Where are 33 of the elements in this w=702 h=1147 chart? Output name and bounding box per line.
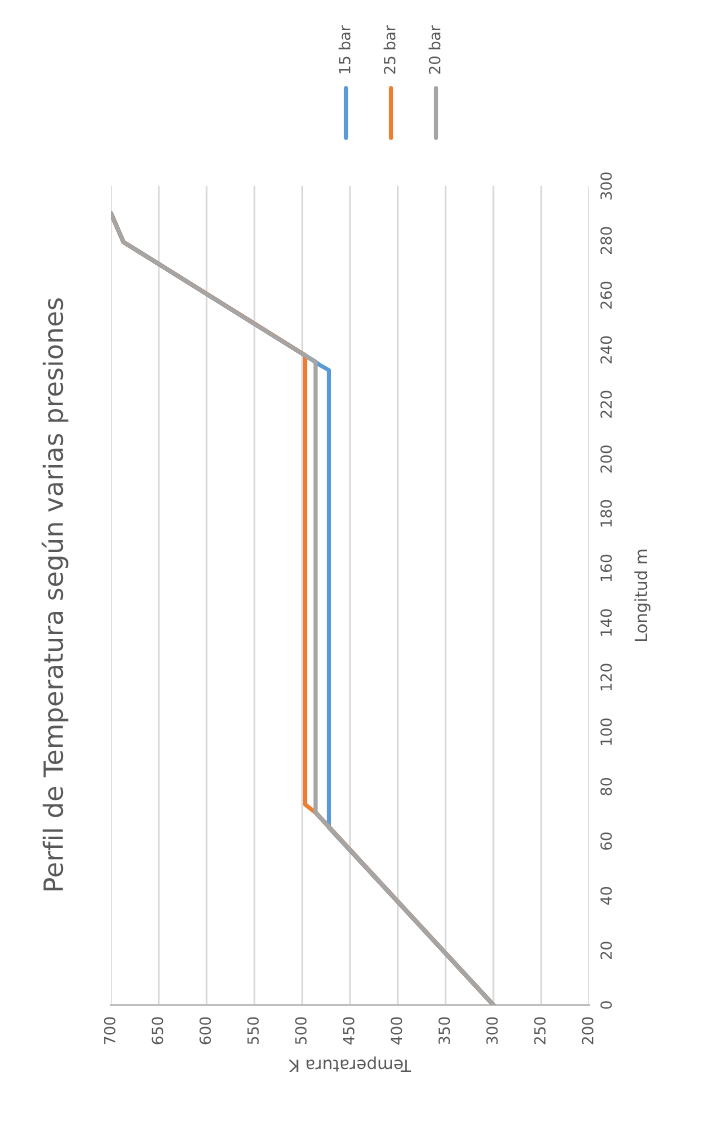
x-axis-title: Temperatura K: [288, 1056, 412, 1072]
text: 20 bar: [428, 25, 441, 74]
y-tick-label: 200: [600, 445, 612, 473]
y-tick-label: 260: [600, 281, 612, 309]
x-tick-label: 200: [581, 1017, 594, 1045]
x-tick-label: 250: [534, 1017, 546, 1045]
x-tick-label: 550: [247, 1017, 259, 1045]
y-tick-label: 140: [600, 609, 612, 636]
text: 25 bar: [383, 25, 396, 74]
x-tick-label: 350: [438, 1017, 451, 1045]
text: 15 bar: [338, 25, 351, 74]
y-tick-label: 80: [600, 777, 612, 796]
y-tick-label: 240: [600, 336, 612, 364]
y-tick-label: 160: [600, 554, 612, 582]
y-tick-label: 100: [600, 718, 612, 745]
y-tick-label: 0: [600, 1001, 612, 1009]
x-tick-label: 500: [295, 1017, 307, 1045]
x-tick-label: 650: [151, 1017, 164, 1045]
x-tick-label: 450: [342, 1017, 355, 1045]
x-tick-label: 700: [103, 1017, 116, 1045]
text: Perfil de Temperatura según varias presiones: [41, 298, 69, 891]
y-tick-label: 20: [600, 941, 612, 959]
y-tick-label: 300: [600, 172, 612, 200]
y-tick-label: 40: [600, 887, 612, 905]
x-tick-label: 600: [199, 1017, 212, 1045]
x-tick-label: 400: [390, 1017, 403, 1045]
x-tick-label: 300: [486, 1017, 498, 1045]
y-tick-label: 180: [600, 500, 612, 527]
y-tick-label: 60: [600, 832, 612, 850]
y-tick-label: 120: [600, 663, 612, 691]
y-axis-title: Longitud m: [634, 549, 651, 641]
y-tick-label: 280: [600, 227, 612, 255]
y-tick-label: 220: [600, 390, 612, 418]
